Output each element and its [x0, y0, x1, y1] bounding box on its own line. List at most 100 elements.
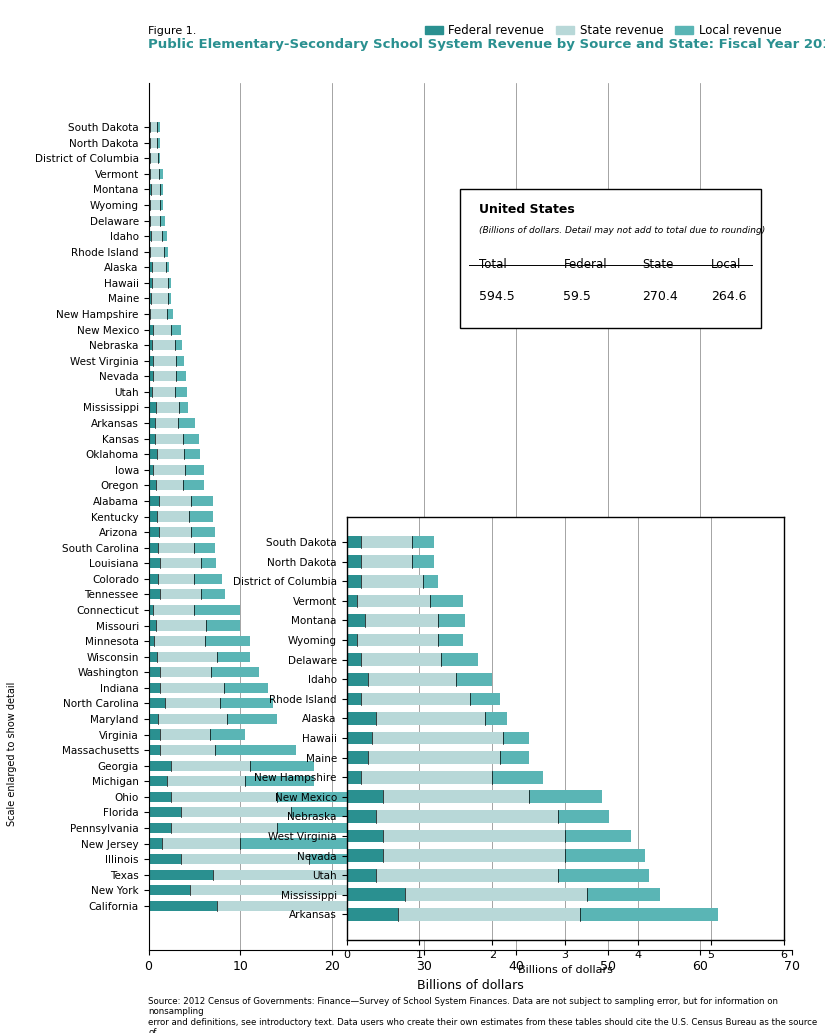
- Bar: [150, 247, 164, 257]
- Bar: [153, 324, 172, 335]
- Text: State: State: [642, 258, 673, 272]
- Bar: [148, 262, 152, 273]
- Bar: [565, 849, 645, 862]
- Bar: [148, 527, 158, 537]
- Bar: [148, 403, 156, 412]
- Text: Total: Total: [478, 258, 507, 272]
- Bar: [587, 888, 660, 901]
- Bar: [155, 434, 182, 444]
- Bar: [346, 849, 383, 862]
- Bar: [205, 636, 250, 647]
- Bar: [148, 184, 151, 194]
- Bar: [148, 745, 159, 755]
- Bar: [412, 536, 434, 549]
- Bar: [175, 340, 182, 350]
- Bar: [277, 791, 351, 802]
- Bar: [441, 653, 478, 666]
- Bar: [405, 888, 587, 901]
- Bar: [148, 465, 153, 475]
- Bar: [179, 403, 188, 412]
- Bar: [346, 556, 361, 568]
- Bar: [580, 908, 718, 920]
- Bar: [437, 615, 464, 627]
- Bar: [181, 854, 309, 865]
- Bar: [213, 870, 415, 880]
- Bar: [152, 340, 175, 350]
- Bar: [159, 745, 214, 755]
- Bar: [503, 731, 529, 745]
- Bar: [224, 683, 268, 693]
- Bar: [346, 869, 375, 881]
- Bar: [150, 137, 157, 148]
- Bar: [153, 465, 186, 475]
- X-axis label: Billions of dollars: Billions of dollars: [417, 978, 524, 992]
- Bar: [218, 901, 475, 911]
- Bar: [361, 692, 470, 706]
- Bar: [361, 556, 412, 568]
- Bar: [148, 386, 152, 397]
- Bar: [148, 168, 150, 179]
- Bar: [411, 885, 681, 896]
- Bar: [455, 672, 493, 686]
- Bar: [148, 449, 157, 460]
- Text: United States: United States: [478, 204, 574, 216]
- Bar: [368, 751, 500, 764]
- Bar: [152, 262, 166, 273]
- Bar: [148, 808, 181, 817]
- Bar: [154, 636, 205, 647]
- Bar: [346, 771, 361, 784]
- Bar: [210, 729, 245, 740]
- Bar: [160, 200, 163, 210]
- Bar: [167, 776, 245, 786]
- Bar: [148, 278, 152, 288]
- Bar: [159, 558, 201, 568]
- Bar: [168, 278, 172, 288]
- Bar: [157, 652, 216, 662]
- Bar: [176, 355, 184, 366]
- Bar: [151, 293, 167, 304]
- Bar: [183, 480, 204, 491]
- Bar: [184, 449, 200, 460]
- Bar: [245, 776, 314, 786]
- Bar: [159, 168, 163, 179]
- Bar: [357, 633, 437, 647]
- Bar: [195, 542, 214, 553]
- Bar: [150, 122, 157, 132]
- Bar: [163, 839, 240, 849]
- Bar: [368, 672, 455, 686]
- Bar: [150, 153, 158, 163]
- Bar: [201, 558, 215, 568]
- Bar: [159, 589, 201, 599]
- Bar: [151, 184, 160, 194]
- Bar: [211, 667, 259, 678]
- Bar: [346, 790, 383, 804]
- Bar: [148, 729, 159, 740]
- Bar: [346, 829, 383, 842]
- Bar: [156, 621, 206, 630]
- Bar: [500, 751, 529, 764]
- Bar: [437, 633, 463, 647]
- Bar: [167, 309, 173, 319]
- Text: Figure 1.: Figure 1.: [148, 26, 197, 36]
- Bar: [159, 683, 224, 693]
- Text: Scale enlarged to show detail: Scale enlarged to show detail: [7, 682, 17, 826]
- Bar: [361, 536, 412, 549]
- Bar: [431, 595, 463, 607]
- Bar: [201, 589, 224, 599]
- Bar: [372, 731, 503, 745]
- Bar: [214, 745, 295, 755]
- Bar: [346, 712, 375, 725]
- Bar: [148, 496, 158, 506]
- Bar: [167, 293, 172, 304]
- Bar: [152, 278, 168, 288]
- Bar: [346, 810, 375, 823]
- Bar: [346, 575, 361, 588]
- Text: Public Elementary-Secondary School System Revenue by Source and State: Fiscal Ye: Public Elementary-Secondary School Syste…: [148, 38, 825, 52]
- Bar: [195, 605, 239, 615]
- Bar: [148, 293, 151, 304]
- Bar: [148, 247, 150, 257]
- Bar: [148, 667, 160, 678]
- Bar: [165, 698, 220, 709]
- Bar: [157, 511, 189, 522]
- Bar: [172, 324, 181, 335]
